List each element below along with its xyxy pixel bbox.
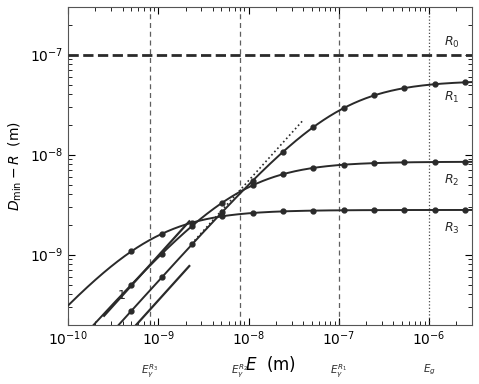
X-axis label: $E$  (m): $E$ (m) xyxy=(245,354,296,374)
Text: $R_1$: $R_1$ xyxy=(445,90,460,106)
Text: $R_2$: $R_2$ xyxy=(445,172,460,188)
Y-axis label: $D_{\mathrm{min}} - R$  (m): $D_{\mathrm{min}} - R$ (m) xyxy=(7,121,24,211)
Text: $E_{\gamma}^{R_1}$: $E_{\gamma}^{R_1}$ xyxy=(330,362,347,380)
Text: $E_g$: $E_g$ xyxy=(422,362,435,377)
Text: 1: 1 xyxy=(117,289,125,302)
Text: $R_3$: $R_3$ xyxy=(444,221,460,236)
Text: $R_0$: $R_0$ xyxy=(444,35,460,50)
Text: $E_{\gamma}^{R_2}$: $E_{\gamma}^{R_2}$ xyxy=(231,362,249,380)
Text: $E_{\gamma}^{R_3}$: $E_{\gamma}^{R_3}$ xyxy=(141,362,158,380)
